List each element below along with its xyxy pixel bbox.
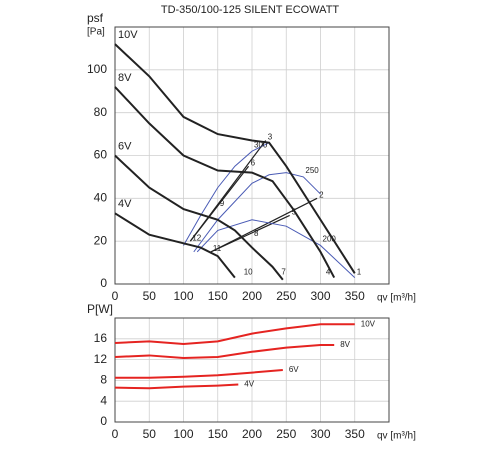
system-curve-label: 200: [323, 235, 337, 244]
y-tick-label: 20: [94, 233, 108, 247]
series-label: 10V: [361, 319, 376, 328]
series-label: 8V: [118, 72, 132, 84]
operating-line: [210, 197, 318, 253]
x-tick-label: 100: [173, 289, 193, 303]
y-tick-label: 40: [94, 191, 108, 205]
point-label: 1: [357, 268, 362, 277]
series-line: [114, 344, 335, 360]
x-tick-label: 0: [112, 289, 119, 303]
series-line: [114, 86, 336, 279]
y-axis-label: P[W]: [87, 302, 113, 316]
series-label: 8V: [340, 340, 350, 349]
system-curve-label: 300: [254, 140, 268, 149]
x-tick-label: 300: [310, 427, 330, 441]
x-tick-label: 50: [143, 289, 157, 303]
x-tick-label: 250: [276, 289, 296, 303]
series-label: 4V: [244, 380, 254, 389]
series-label: 10V: [118, 29, 138, 41]
series-line: [114, 323, 355, 346]
x-axis-label: qv [m³/h]: [377, 431, 416, 442]
series-line: [114, 43, 356, 274]
system-curve-label: 250: [305, 166, 319, 175]
y-tick-label: 60: [94, 148, 108, 162]
point-label: 10: [244, 268, 253, 277]
y-tick-label: 4: [100, 393, 107, 407]
system-curve: [183, 142, 270, 246]
y-axis-unit: [Pa]: [87, 27, 105, 38]
y-tick-label: 12: [94, 352, 108, 366]
x-tick-label: 300: [310, 289, 330, 303]
y-tick-label: 80: [94, 105, 108, 119]
series-line: [115, 369, 283, 379]
series-label: 6V: [118, 140, 132, 152]
y-tick-label: 8: [100, 373, 107, 387]
operating-line: [210, 214, 290, 253]
point-label: 11: [213, 244, 222, 253]
x-tick-label: 250: [276, 427, 296, 441]
point-label: 12: [192, 233, 201, 242]
y-tick-label: 0: [100, 414, 107, 428]
x-tick-label: 150: [208, 427, 228, 441]
series-line: [114, 154, 284, 281]
point-label: 9: [220, 199, 225, 208]
operating-line: [189, 165, 250, 242]
series-label: 4V: [118, 198, 132, 210]
x-tick-label: 200: [242, 289, 262, 303]
x-axis-label: qv [m³/h]: [377, 293, 416, 304]
y-tick-label: 0: [100, 276, 107, 290]
chart-title: TD-350/100-125 SILENT ECOWATT: [161, 4, 340, 16]
point-label: 3: [268, 133, 273, 142]
series-line: [114, 212, 236, 279]
plot-frame: [114, 317, 390, 423]
point-label: 4: [326, 268, 331, 277]
x-tick-label: 50: [143, 427, 157, 441]
y-tick-label: 100: [87, 62, 107, 76]
x-tick-label: 350: [345, 427, 365, 441]
point-label: 7: [281, 268, 286, 277]
series-line: [114, 383, 239, 390]
x-tick-label: 150: [208, 289, 228, 303]
point-label: 5: [292, 208, 297, 217]
x-tick-label: 100: [173, 427, 193, 441]
x-tick-label: 0: [112, 427, 119, 441]
point-label: 2: [319, 190, 324, 199]
system-curve: [196, 219, 356, 278]
point-label: 6: [251, 158, 256, 167]
x-tick-label: 200: [242, 427, 262, 441]
series-label: 6V: [289, 365, 299, 374]
point-label: 8: [254, 229, 259, 238]
y-axis-label: psf: [87, 11, 104, 25]
x-tick-label: 350: [345, 289, 365, 303]
y-tick-label: 16: [94, 331, 108, 345]
